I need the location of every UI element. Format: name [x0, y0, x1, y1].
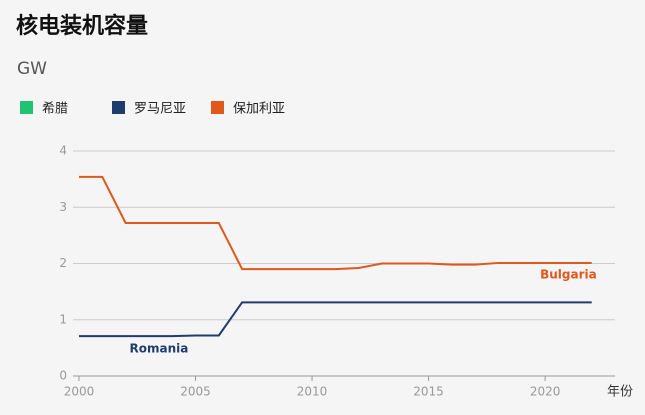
legend-label: 希腊: [42, 102, 68, 117]
series-line: [79, 301, 592, 338]
series-line: [79, 175, 592, 271]
x-axis-label: 年份: [607, 385, 633, 400]
y-tick-label: 4: [59, 144, 67, 158]
legend-label: 罗马尼亚: [134, 102, 186, 117]
y-tick-label: 3: [59, 200, 67, 214]
y-tick-label: 1: [59, 312, 67, 326]
legend-label: 保加利亚: [233, 102, 285, 117]
x-tick-label: 2010: [297, 385, 328, 399]
x-tick-label: 2020: [530, 385, 561, 399]
series-annotation: Bulgaria: [540, 267, 597, 281]
legend-swatch: [20, 101, 33, 114]
x-tick-label: 2005: [180, 385, 211, 399]
legend-swatch: [211, 101, 224, 114]
x-tick-label: 2015: [413, 385, 444, 399]
y-tick-label: 0: [59, 369, 67, 383]
chart-subtitle: GW: [17, 59, 47, 79]
chart-title: 核电装机容量: [16, 13, 148, 39]
series-annotation: Romania: [129, 342, 188, 356]
x-tick-label: 2000: [64, 385, 95, 399]
y-tick-label: 2: [59, 256, 67, 270]
legend-swatch: [112, 101, 125, 114]
